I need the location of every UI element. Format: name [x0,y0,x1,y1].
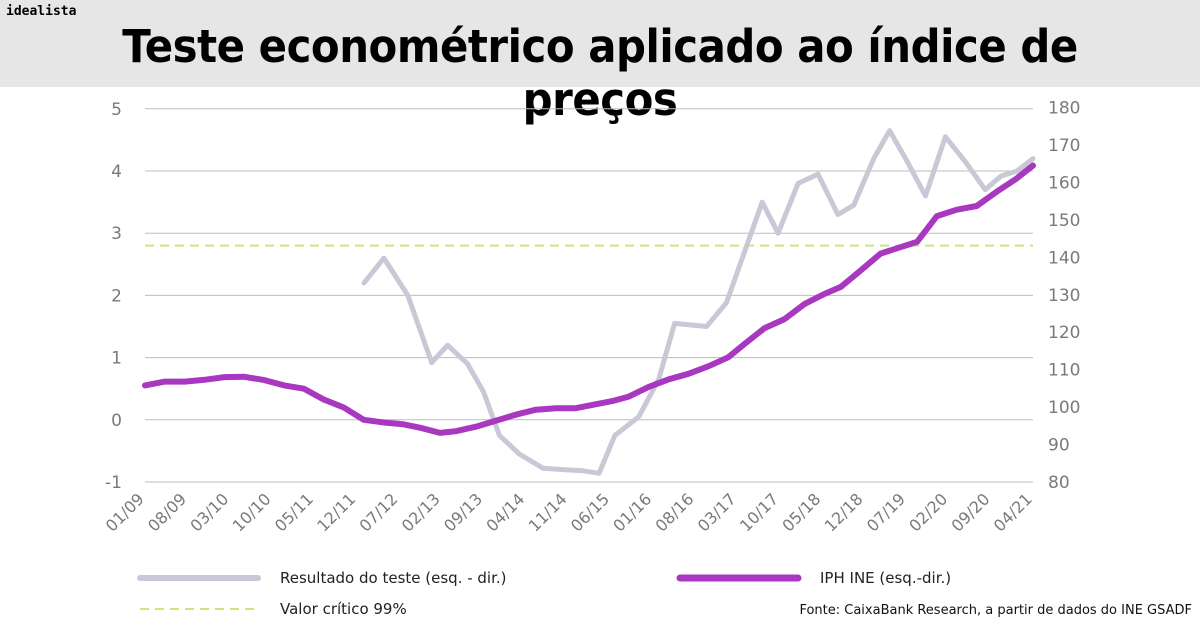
left-tick-label: 0 [111,411,122,431]
iph-ine-series-line [142,162,1036,436]
title-bar: idealista Teste econométrico aplicado ao… [0,0,1200,126]
page-title: Teste econométrico aplicado ao índice de… [122,20,1078,126]
x-tick-label: 09/20 [948,489,994,535]
x-tick-label: 03/17 [694,489,740,535]
right-tick-label: 180 [1048,99,1080,119]
x-tick-label: 05/18 [778,489,824,535]
right-tick-label: 140 [1048,248,1080,268]
x-tick-label: 11/14 [525,489,571,535]
x-tick-label: 08/16 [652,489,698,535]
test-result-series-line [361,128,1036,476]
left-tick-label: 4 [111,162,122,182]
left-axis-ticks: -1 0 1 2 3 4 5 [105,100,122,493]
right-tick-label: 120 [1048,323,1080,343]
x-tick-label: 10/10 [229,489,275,535]
left-tick-label: 3 [111,224,122,244]
grid-lines [145,108,1033,483]
x-tick-label: 04/14 [482,489,528,535]
x-tick-label: 01/09 [102,489,148,535]
x-tick-label: 02/20 [905,489,951,535]
x-tick-label: 07/19 [863,489,909,535]
right-tick-label: 150 [1048,211,1080,231]
source-note: Fonte: CaixaBank Research, a partir de d… [799,603,1192,618]
right-tick-label: 130 [1048,286,1080,306]
x-tick-label: 06/15 [567,489,613,535]
right-tick-label: 160 [1048,173,1080,193]
left-tick-label: 1 [111,349,122,369]
x-tick-label: 03/10 [186,489,232,535]
left-tick-label: -1 [105,473,122,493]
right-tick-label: 90 [1048,436,1070,456]
x-tick-label: 01/16 [609,489,655,535]
right-tick-label: 80 [1048,473,1070,493]
brand-logo: idealista [6,4,77,19]
left-tick-label: 2 [111,286,122,306]
legend-label-critical: Valor crítico 99% [280,600,407,618]
x-tick-label: 05/11 [271,489,317,535]
legend-label-test: Resultado do teste (esq. - dir.) [280,569,507,587]
right-tick-label: 100 [1048,398,1080,418]
x-tick-label: 02/13 [398,489,444,535]
x-tick-label: 04/21 [990,489,1036,535]
left-tick-label: 5 [111,100,122,120]
x-tick-label: 09/13 [440,489,486,535]
right-axis-ticks: 80 90 100 110 120 130 140 150 160 170 180 [1048,99,1080,494]
right-tick-label: 170 [1048,136,1080,156]
x-tick-label: 08/09 [144,489,190,535]
right-tick-label: 110 [1048,361,1080,381]
x-tick-label: 10/17 [736,489,782,535]
x-axis-ticks: 01/0908/0903/1010/1005/1112/1107/1202/13… [102,489,1036,535]
legend-label-iph: IPH INE (esq.-dir.) [820,569,952,587]
x-tick-label: 12/11 [313,489,359,535]
x-tick-label: 12/18 [821,489,867,535]
x-tick-label: 07/12 [356,489,402,535]
